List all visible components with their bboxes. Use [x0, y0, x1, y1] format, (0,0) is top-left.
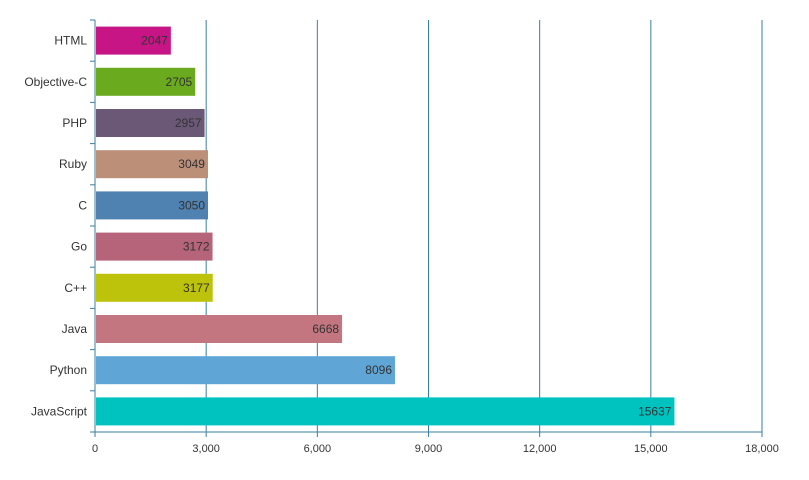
x-tick-label: 3,000	[192, 443, 220, 455]
x-tick-label: 0	[92, 443, 98, 455]
bar	[96, 150, 208, 179]
category-label: Ruby	[59, 157, 87, 171]
bar	[96, 315, 343, 343]
category-label: PHP	[62, 116, 87, 130]
x-tick-label: 6,000	[304, 443, 332, 455]
category-label: Java	[62, 322, 88, 336]
bar	[96, 356, 396, 385]
labels: 0 3,000 6,000 9,000 12,000 15,000 18,000 HTML 20…	[24, 34, 779, 455]
data-label: 3050	[178, 198, 205, 212]
data-label: 15637	[638, 404, 672, 418]
data-label: 2047	[141, 34, 168, 48]
category-label: C++	[64, 281, 87, 295]
category-label: Python	[50, 363, 87, 377]
category-label: HTML	[54, 34, 87, 48]
category-label: Go	[71, 240, 87, 254]
x-tick-label: 12,000	[523, 443, 557, 455]
bar	[96, 273, 213, 302]
data-label: 3049	[178, 157, 205, 171]
category-label: Objective-C	[24, 75, 87, 89]
bar	[96, 109, 205, 137]
data-label: 2957	[175, 116, 202, 130]
data-label: 6668	[312, 322, 339, 336]
x-tick-label: 9,000	[415, 443, 443, 455]
bar	[96, 67, 196, 96]
bars	[96, 26, 675, 426]
bar	[96, 397, 675, 426]
category-label: JavaScript	[31, 404, 88, 418]
data-label: 8096	[365, 363, 392, 377]
data-label: 3177	[183, 281, 210, 295]
bar	[96, 191, 209, 220]
data-label: 2705	[166, 75, 193, 89]
x-tick-label: 15,000	[634, 443, 668, 455]
bar	[96, 232, 213, 261]
data-label: 3172	[183, 240, 210, 254]
axes	[90, 19, 763, 437]
x-tick-label: 18,000	[745, 443, 779, 455]
bar	[96, 26, 171, 55]
category-label: C	[78, 198, 87, 212]
